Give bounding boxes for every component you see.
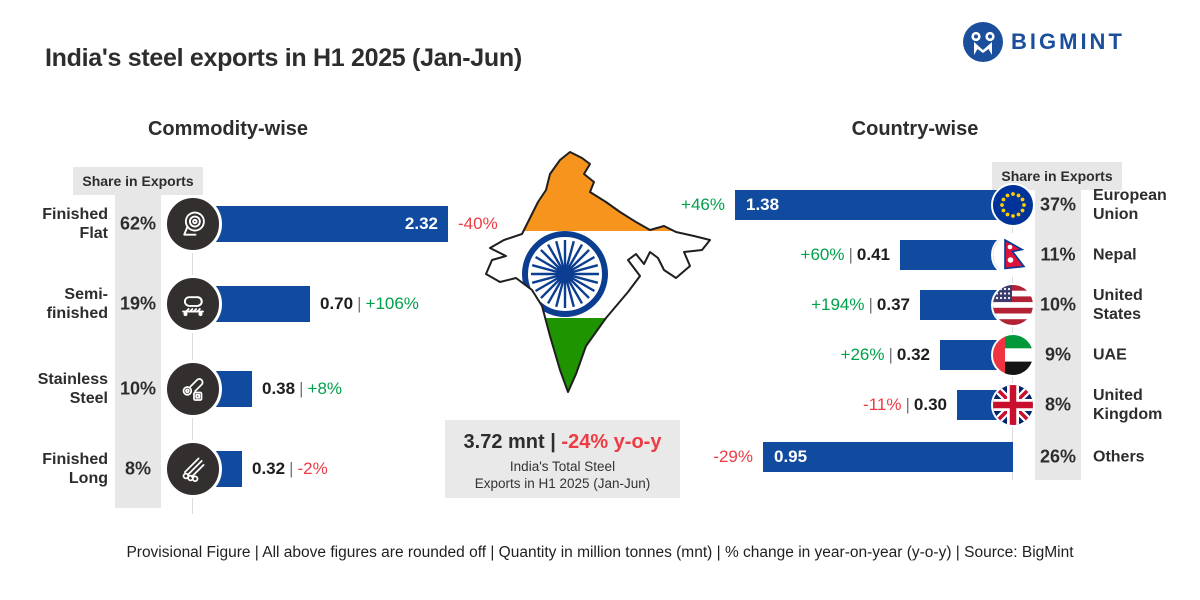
export-bar: 2.32 (193, 206, 448, 242)
share-percent: 10% (1039, 294, 1077, 315)
footer-note: Provisional Figure | All above figures a… (126, 544, 1074, 561)
share-percent: 26% (1039, 446, 1077, 467)
right-share-in-exports-header: Share in Exports (992, 162, 1122, 190)
yoy-change-label: -40% (458, 214, 498, 233)
total-quantity: 3.72 mnt (463, 431, 545, 453)
country-label: Nepal (1093, 246, 1137, 264)
category-label: Finished Long (42, 451, 108, 487)
change-and-value-label: +60% | 0.41 (800, 245, 890, 264)
stainless-pipes-icon (164, 360, 222, 418)
right-share-band (1035, 190, 1081, 480)
share-percent: 8% (124, 458, 151, 479)
share-percent: 10% (119, 378, 157, 399)
category-label: Stainless Steel (37, 371, 108, 407)
category-label: Semi-finished (46, 286, 108, 322)
country-label: United Kingdom (1093, 387, 1163, 423)
bar-value-label: 1.38 (746, 195, 780, 214)
left-chart-title: Commodity-wise (147, 118, 309, 140)
bigmint-logo-icon (963, 22, 1003, 62)
long-products-icon (164, 440, 222, 498)
left-share-band (115, 195, 161, 508)
country-label: European Union (1093, 187, 1167, 223)
separator: | (550, 431, 556, 453)
nepal-flag-icon (991, 233, 1035, 277)
yoy-change-label: +46% (681, 195, 725, 214)
brand-name: BIGMINT (1011, 29, 1125, 54)
share-percent: 8% (1044, 394, 1071, 415)
yoy-change-label: -29% (713, 447, 753, 466)
bar-value-label: 0.95 (774, 447, 808, 466)
change-and-value-label: -11% | 0.30 (863, 395, 947, 414)
total-exports-box: 3.72 mnt | -24% y-o-y India's Total Stee… (445, 420, 680, 498)
saffron-band (486, 152, 710, 231)
india-outline (485, 151, 711, 393)
share-percent: 62% (119, 213, 157, 234)
total-exports-caption: India's Total Steel Exports in H1 2025 (… (474, 459, 651, 491)
bar-value-label: 2.32 (404, 214, 438, 233)
right-chart-title: Country-wise (851, 118, 979, 140)
india-flag-map (485, 151, 711, 393)
share-percent: 9% (1044, 344, 1071, 365)
country-label: Others (1093, 448, 1145, 466)
total-exports-value: 3.72 mnt | -24% y-o-y (445, 431, 680, 454)
export-bar: 1.38 (735, 190, 1013, 220)
value-and-change-label: 0.32 | -2% (252, 459, 328, 478)
share-percent: 19% (119, 293, 157, 314)
us-flag-icon (991, 283, 1035, 327)
left-axis-baseline (192, 196, 193, 514)
uk-flag-icon (991, 383, 1035, 427)
steel-coil-icon (164, 195, 222, 253)
export-bar: 0.95 (763, 442, 1013, 472)
ashoka-chakra (522, 231, 608, 317)
country-label: United States (1093, 287, 1143, 323)
total-yoy-change: -24% y-o-y (561, 431, 662, 453)
brand-logo: BIGMINT (963, 22, 1125, 62)
left-share-in-exports-header: Share in Exports (73, 167, 203, 195)
uae-flag-icon (991, 333, 1035, 377)
page-title: India's steel exports in H1 2025 (Jan-Ju… (45, 44, 522, 72)
semi-finished-slab-icon (164, 275, 222, 333)
share-percent: 37% (1039, 194, 1077, 215)
share-percent: 11% (1040, 244, 1076, 265)
change-and-value-label: +26% | 0.32 (840, 345, 930, 364)
eu-flag-icon (991, 183, 1035, 227)
value-and-change-label: 0.70 | +106% (320, 294, 419, 313)
value-and-change-label: 0.38 | +8% (262, 379, 343, 398)
category-label: Finished Flat (42, 206, 108, 242)
country-label: UAE (1093, 346, 1127, 364)
change-and-value-label: +194% | 0.37 (811, 295, 910, 314)
